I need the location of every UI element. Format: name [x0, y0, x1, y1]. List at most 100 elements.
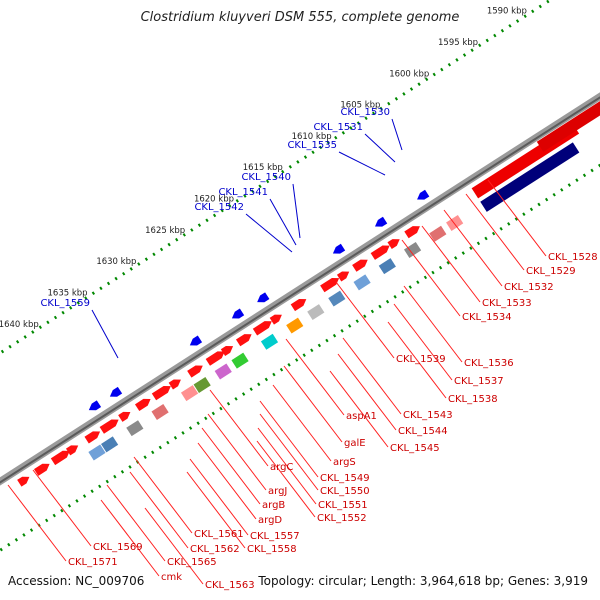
gene-label-forward[interactable]: argC [270, 462, 293, 473]
reverse-gene-arrow[interactable] [231, 308, 245, 319]
gene-label-reverse[interactable]: CKL_1559 [40, 298, 90, 309]
forward-gene-arrow[interactable] [118, 411, 131, 422]
forward-gene-arrow[interactable] [65, 445, 79, 456]
gene-label-forward[interactable]: CKL_1544 [398, 426, 448, 437]
gene-label-forward[interactable]: argD [258, 515, 282, 526]
scale-tick [590, 168, 594, 173]
reverse-gene-arrow[interactable] [374, 216, 388, 227]
gene-label-reverse[interactable]: CKL_1542 [194, 202, 244, 213]
forward-gene-arrow[interactable] [404, 226, 420, 239]
reverse-gene-arrow[interactable] [88, 400, 102, 411]
accession-text: Accession: NC_009706 [8, 574, 145, 588]
scale-tick [228, 203, 232, 208]
gene-label-forward[interactable]: CKL_1549 [320, 473, 370, 484]
forward-gene-arrow[interactable] [50, 450, 70, 466]
forward-gene-arrow[interactable] [336, 271, 350, 282]
cog-box[interactable] [286, 317, 304, 334]
gene-label-forward[interactable]: CKL_1565 [167, 557, 217, 568]
gene-label-forward[interactable]: CKL_1551 [318, 500, 368, 511]
forward-gene-arrow[interactable] [320, 277, 340, 293]
forward-gene-arrow[interactable] [17, 476, 30, 487]
cog-box[interactable] [193, 376, 211, 393]
reverse-track-block[interactable] [480, 142, 580, 212]
cog-box[interactable] [307, 304, 325, 321]
gene-label-forward[interactable]: CKL_1562 [190, 544, 240, 555]
forward-gene-arrow[interactable] [370, 245, 390, 260]
reverse-gene-arrow[interactable] [109, 386, 123, 397]
gene-label-forward[interactable]: CKL_1552 [317, 513, 367, 524]
cog-box[interactable] [231, 352, 249, 369]
cog-box[interactable] [378, 258, 396, 275]
gene-label-forward[interactable]: CKL_1561 [194, 529, 244, 540]
cog-box[interactable] [403, 241, 422, 258]
cog-box[interactable] [180, 385, 199, 402]
reverse-gene-arrow[interactable] [189, 335, 203, 346]
gene-label-forward[interactable]: argS [333, 457, 356, 468]
gene-label-forward[interactable]: CKL_1563 [205, 580, 255, 591]
forward-gene-arrow[interactable] [151, 385, 171, 401]
cog-box[interactable] [429, 225, 447, 242]
cog-box[interactable] [328, 290, 346, 307]
forward-gene-arrow[interactable] [84, 431, 101, 444]
cog-box[interactable] [101, 436, 119, 453]
gene-label-forward[interactable]: CKL_1558 [247, 544, 297, 555]
forward-gene-arrow[interactable] [290, 299, 307, 312]
scale-tick [197, 223, 202, 227]
gene-label-forward[interactable]: CKL_1557 [250, 531, 300, 542]
gene-label-reverse[interactable]: CKL_1540 [241, 172, 291, 183]
gene-label-reverse[interactable]: CKL_1535 [287, 140, 337, 151]
scale-tick [281, 169, 285, 174]
cog-box[interactable] [353, 274, 371, 291]
gene-label-forward[interactable]: aspA1 [346, 411, 377, 422]
gene-label-reverse[interactable]: CKL_1541 [218, 187, 268, 198]
forward-gene-arrow[interactable] [235, 334, 252, 347]
cog-box[interactable] [260, 333, 279, 350]
forward-gene-arrow[interactable] [99, 419, 119, 434]
gene-label-forward[interactable]: CKL_1571 [68, 557, 118, 568]
gene-label-forward[interactable]: CKL_1539 [396, 354, 446, 365]
gene-label-forward[interactable]: CKL_1543 [403, 410, 453, 421]
forward-gene-block[interactable] [536, 93, 600, 152]
cog-box[interactable] [126, 420, 144, 437]
forward-gene-arrow[interactable] [134, 398, 151, 412]
reverse-gene-arrow[interactable] [417, 189, 430, 200]
forward-gene-arrow[interactable] [33, 463, 50, 476]
gene-label-forward[interactable]: CKL_1569 [93, 542, 143, 553]
cog-box[interactable] [88, 444, 106, 461]
gene-label-forward[interactable]: CKL_1545 [390, 443, 440, 454]
cog-box[interactable] [446, 214, 464, 231]
scale-tick [211, 411, 215, 416]
scale-tick [137, 262, 141, 266]
gene-label-reverse[interactable]: CKL_1531 [313, 122, 363, 133]
forward-gene-arrow[interactable] [220, 346, 234, 356]
gene-label-forward[interactable]: galE [344, 438, 366, 449]
forward-gene-arrow[interactable] [252, 321, 272, 336]
scale-tick [478, 43, 482, 48]
gene-label-forward[interactable]: CKL_1534 [462, 312, 512, 323]
forward-gene-arrow[interactable] [387, 239, 400, 250]
gene-label-forward[interactable]: CKL_1537 [454, 376, 504, 387]
scale-tick [181, 431, 185, 435]
gene-label-forward[interactable]: cmk [161, 572, 182, 583]
gene-label-forward[interactable]: CKL_1529 [526, 266, 576, 277]
forward-gene-arrow[interactable] [187, 365, 203, 378]
cog-box[interactable] [214, 363, 232, 380]
gene-label-forward[interactable]: CKL_1533 [482, 298, 532, 309]
gene-label-forward[interactable]: argJ [268, 486, 287, 497]
gene-label-forward[interactable]: CKL_1550 [320, 486, 370, 497]
gene-label-forward[interactable]: CKL_1536 [464, 358, 514, 369]
forward-gene-arrow[interactable] [269, 314, 282, 325]
gene-label-forward[interactable]: CKL_1532 [504, 282, 554, 293]
gene-label-forward[interactable]: argB [262, 500, 285, 511]
gene-label-reverse[interactable]: CKL_1530 [340, 107, 390, 118]
forward-gene-arrow[interactable] [205, 351, 225, 366]
forward-gene-arrow[interactable] [168, 379, 181, 390]
forward-gene-arrow[interactable] [352, 259, 368, 272]
gene-label-forward[interactable]: CKL_1528 [548, 252, 598, 263]
scale-tick [166, 440, 170, 445]
reverse-gene-arrow[interactable] [332, 243, 346, 254]
cog-box[interactable] [151, 403, 169, 420]
reverse-gene-arrow[interactable] [257, 292, 270, 303]
gene-label-forward[interactable]: CKL_1538 [448, 394, 498, 405]
